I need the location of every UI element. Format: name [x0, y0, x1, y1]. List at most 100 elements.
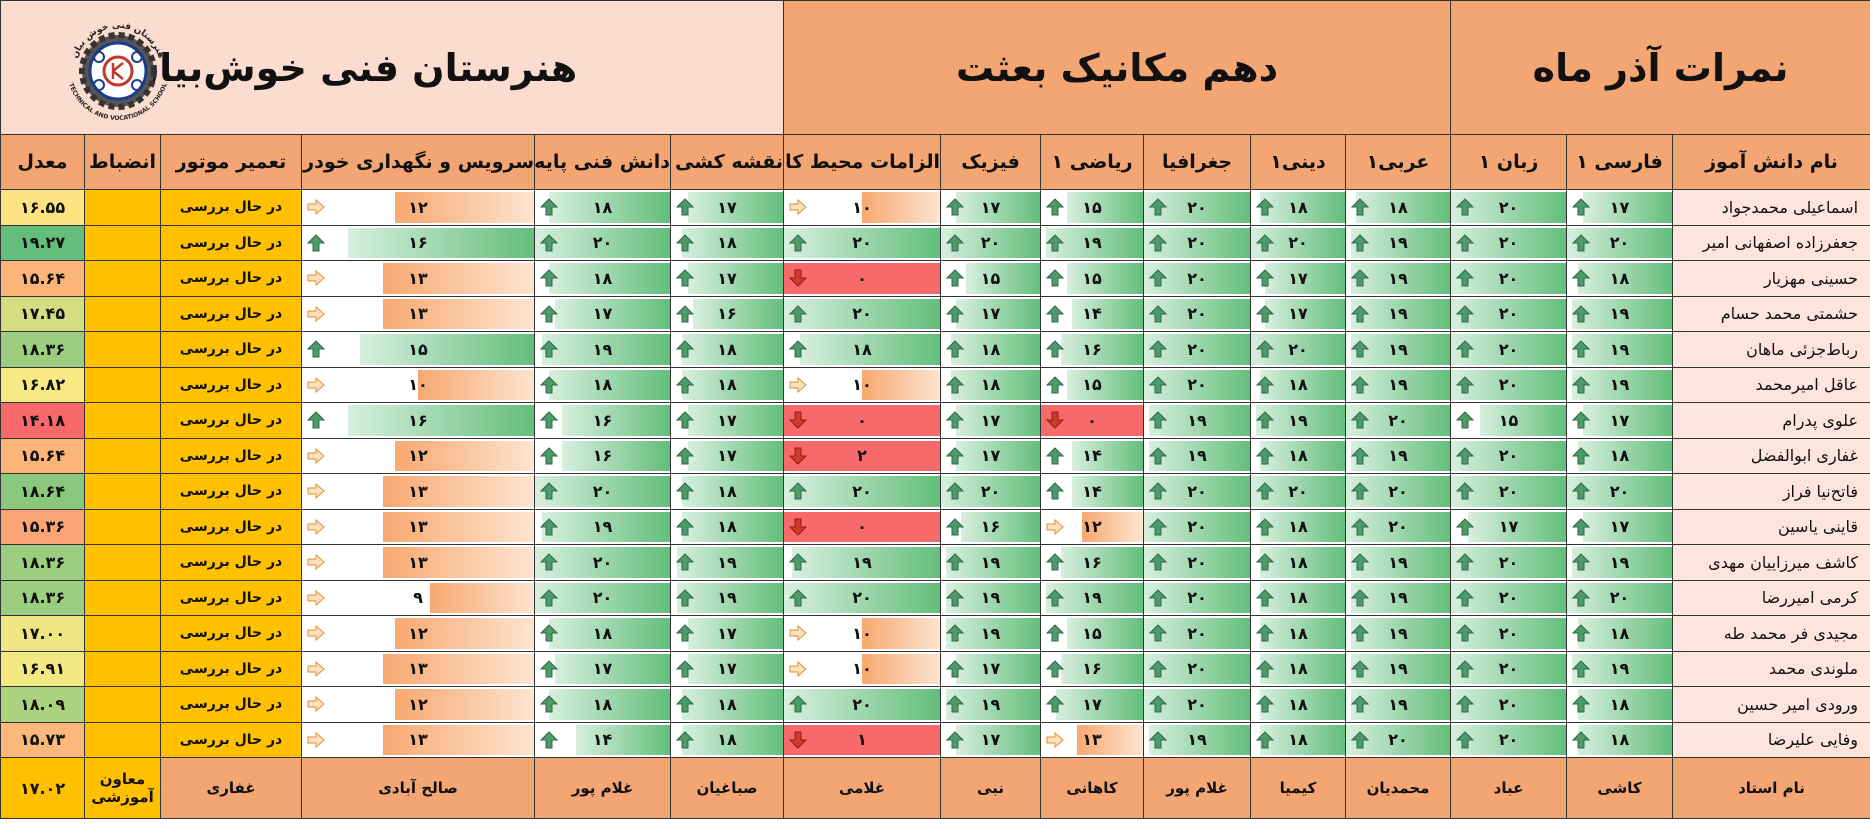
data-bar [960, 511, 1040, 542]
up-icon [1351, 660, 1370, 678]
grade: ۲۰ [1388, 730, 1408, 750]
data-bar [348, 227, 534, 258]
grade-cell: ۱۹ [1040, 224, 1145, 261]
up-icon [1456, 269, 1475, 287]
data-bar [1582, 511, 1672, 542]
grade-cell: ۱۵ [1040, 366, 1145, 403]
grade: ۰ [1087, 410, 1097, 430]
grade: ۱۸ [717, 375, 737, 395]
grade: ۲۰ [1498, 446, 1519, 466]
grade: ۱۹ [1388, 552, 1408, 572]
up-icon [540, 305, 559, 323]
student-row: علوی پدرام ۱۷ ۱۵ ۲۰ ۱۹ ۱۹ ۰ ۱۷ ۰ ۱۷ ۱۶ ۱۶ در حال برر… [0, 402, 1870, 439]
data-bar [1468, 511, 1566, 542]
data-bar [555, 298, 670, 329]
grade: ۱۸ [1388, 197, 1408, 217]
teacher: ۱۷.۰۲ [0, 757, 86, 819]
up-icon [676, 695, 695, 713]
grade: ۱۹ [717, 588, 737, 608]
up-icon [1256, 234, 1275, 252]
grade: ۱۹ [1388, 623, 1408, 643]
grade: ۱۶ [1082, 659, 1102, 679]
grade: ۱۲ [408, 446, 428, 466]
data-bar [535, 547, 670, 578]
up-icon [676, 340, 695, 358]
grade-cell: ۱۹ [1345, 650, 1452, 687]
grade-cell: ۱۹ [670, 544, 785, 581]
side-icon [789, 376, 807, 393]
up-icon [540, 482, 559, 500]
grade: ۲۰ [1187, 233, 1207, 253]
data-bar [383, 298, 534, 329]
up-icon [1149, 234, 1168, 252]
grade: ۲۰ [1498, 481, 1519, 501]
data-bar [955, 192, 1040, 223]
grade-cell: ۱۸ [1250, 721, 1347, 758]
data-bar [1260, 547, 1345, 578]
up-icon [1046, 447, 1065, 465]
grade-cell: ۱۷ [940, 437, 1042, 474]
data-bar [687, 192, 783, 223]
grade-cell: ۲۰ [1143, 189, 1252, 226]
status: در حال بررسی [160, 437, 303, 474]
data-bar [1577, 724, 1672, 755]
student-name: قاینی یاسین [1672, 508, 1870, 545]
data-bar [394, 192, 534, 223]
grade: ۲۰ [1187, 623, 1207, 643]
side-icon [307, 305, 325, 322]
data-bar [862, 653, 940, 684]
average: ۱۶.۸۲ [0, 366, 86, 403]
up-icon [1572, 731, 1591, 749]
up-icon [676, 234, 695, 252]
grade: ۰ [857, 410, 867, 430]
grade: ۲۰ [1388, 410, 1408, 430]
data-bar [784, 476, 940, 507]
grade: ۲۰ [592, 588, 613, 608]
up-icon [946, 234, 965, 252]
side-icon [307, 696, 325, 713]
grade: ۱۸ [1609, 268, 1630, 288]
average: ۱۹.۲۷ [0, 224, 86, 261]
up-icon [1572, 624, 1591, 642]
grade: ۱۹ [717, 552, 737, 572]
grade: ۱۷ [980, 659, 1001, 679]
grade-cell: ۲۰ [1143, 224, 1252, 261]
grade: ۱ [857, 730, 867, 750]
grade-cell: ۲۰ [1345, 721, 1452, 758]
title-row: نمرات آذر ماه دهم مکانیک بعثت هنرستان فن… [0, 0, 1870, 135]
grade-cell: ۱ [783, 721, 942, 758]
grade: ۱۷ [980, 197, 1001, 217]
grade-cell: ۱۹ [1250, 402, 1347, 439]
grade: ۱۶ [1082, 552, 1102, 572]
grade-cell: ۱۶ [1040, 544, 1145, 581]
grade: ۱۴ [1082, 446, 1102, 466]
student-name: کرمی امیررضا [1672, 579, 1870, 616]
grade-cell: ۱۹ [1345, 544, 1452, 581]
up-icon [1456, 305, 1475, 323]
grade-cell: ۱۹ [940, 544, 1042, 581]
up-icon [946, 624, 965, 642]
average: ۱۴.۱۸ [0, 402, 86, 439]
grade-cell: ۱۷ [940, 650, 1042, 687]
up-icon [946, 660, 965, 678]
grade: ۱۸ [1288, 694, 1308, 714]
grade: ۱۹ [1609, 304, 1630, 324]
up-icon [1572, 269, 1591, 287]
grade: ۱۰ [408, 375, 428, 395]
grade-cell: ۱۷ [670, 615, 785, 652]
grade-cell: ۱۷ [940, 402, 1042, 439]
grade-cell: ۲۰ [1143, 686, 1252, 723]
student-row: وفایی علیرضا ۱۸ ۲۰ ۲۰ ۱۸ ۱۹ ۱۳ ۱۷ ۱ ۱۸ ۱۴ ۱۳ در حال … [0, 721, 1870, 758]
grade-cell: ۱۳ [301, 473, 536, 510]
grade: ۱۳ [408, 304, 428, 324]
data-bar [1260, 440, 1345, 471]
average: ۱۷.۰۰ [0, 615, 86, 652]
up-icon [540, 340, 559, 358]
up-icon [1046, 624, 1065, 642]
data-bar [791, 547, 940, 578]
data-bar [682, 334, 783, 365]
up-icon [1351, 376, 1370, 394]
grade: ۱۸ [1288, 197, 1308, 217]
grade-cell: ۱۷ [670, 650, 785, 687]
up-icon [1572, 305, 1591, 323]
